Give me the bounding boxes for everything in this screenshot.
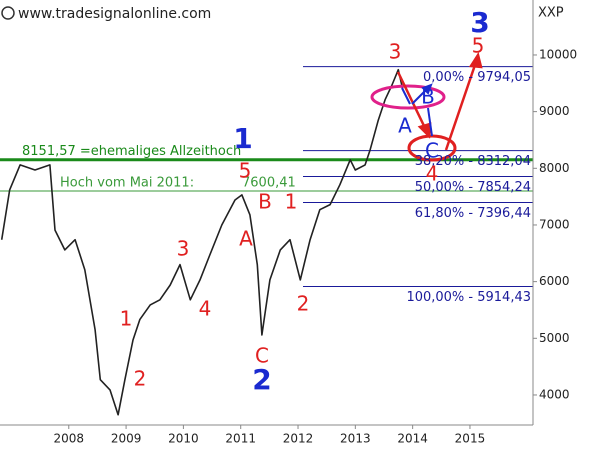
- x-tick-label: 2009: [111, 432, 142, 446]
- y-tick-label: 4000: [539, 387, 570, 401]
- y-tick-label: 10000: [539, 47, 577, 61]
- wave-label: C: [255, 344, 269, 368]
- wave-label: 2: [252, 363, 271, 396]
- wave-label: 1: [120, 307, 133, 331]
- wave-label: 1: [233, 122, 252, 155]
- fib-label: 38,20% - 8312,04: [415, 154, 531, 169]
- support-label: 8151,57 =ehemaliges Allzeithoch: [22, 144, 241, 159]
- wave-label: 5: [239, 159, 252, 183]
- grid: [0, 54, 537, 429]
- arrow-head: [421, 83, 433, 95]
- fib-label: 50,00% - 7854,24: [415, 180, 531, 195]
- highlight-ellipse: [370, 84, 446, 110]
- x-tick-label: 2013: [340, 432, 371, 446]
- y-tick-label: 6000: [539, 274, 570, 288]
- wave-label: C: [425, 139, 439, 163]
- wave-label: 5: [472, 34, 485, 58]
- support-value: 7600,41: [242, 175, 296, 190]
- wave-label: 3: [389, 40, 402, 64]
- wave-label: B: [258, 190, 272, 214]
- symbol: XXP: [538, 6, 564, 21]
- logo-icon: [1, 6, 15, 20]
- y-tick-label: 9000: [539, 104, 570, 118]
- x-tick-label: 2015: [455, 432, 486, 446]
- y-tick-label: 7000: [539, 217, 570, 231]
- wave-label: 4: [426, 162, 439, 186]
- wave-label: A: [398, 114, 412, 138]
- x-tick-label: 2008: [54, 432, 85, 446]
- arrow: [396, 71, 428, 131]
- fib-label: 61,80% - 7396,44: [415, 206, 531, 221]
- wave-label: 1: [285, 190, 298, 214]
- plot: [0, 68, 404, 416]
- wave-label: 4: [199, 297, 212, 321]
- arrow-head: [417, 122, 432, 139]
- logo: www.tradesignalonline.com: [1, 6, 211, 22]
- x-tick-label: 2011: [225, 432, 256, 446]
- wave-label: 2: [134, 367, 147, 391]
- wave-label: 3: [177, 237, 190, 261]
- y-tick-label: 8000: [539, 161, 570, 175]
- wave-label: A: [239, 227, 253, 251]
- arrow: [427, 107, 433, 137]
- arrows: [401, 83, 433, 137]
- source: www.tradesignalonline.com: [18, 6, 211, 22]
- price-line: [0, 68, 404, 416]
- arrow: [444, 61, 478, 151]
- arrows: [396, 51, 483, 151]
- fib-label: 0,00% - 9794,05: [423, 70, 531, 85]
- arrow-head: [468, 51, 483, 69]
- x-tick-label: 2010: [168, 432, 199, 446]
- support-label: Hoch vom Mai 2011:: [60, 175, 194, 190]
- x-tick-label: 2012: [283, 432, 314, 446]
- fib-label: 100,00% - 5914,43: [406, 290, 531, 305]
- wave-label: 2: [297, 292, 310, 316]
- wave-label: B: [421, 85, 435, 109]
- x-tick-label: 2014: [397, 432, 428, 446]
- arrow: [401, 87, 411, 105]
- y-tick-label: 5000: [539, 331, 570, 345]
- wave-label: 3: [470, 6, 489, 39]
